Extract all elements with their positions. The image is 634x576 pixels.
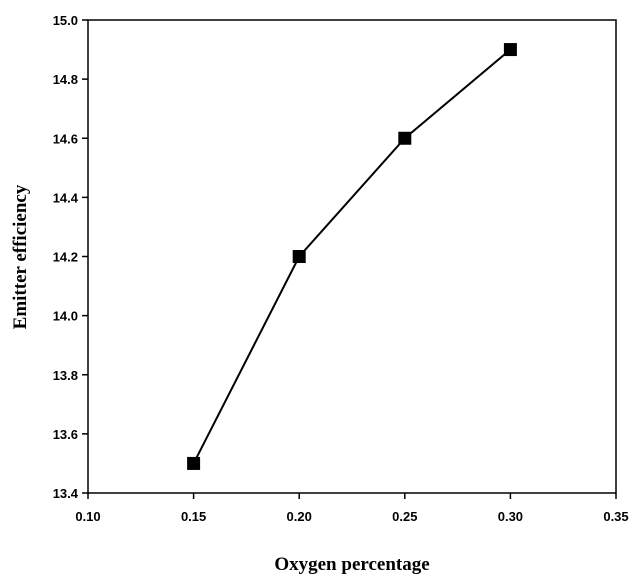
data-point-marker [292,250,306,263]
y-tick-label: 14.6 [53,131,78,146]
data-point-marker [398,131,412,145]
series-line [192,48,512,464]
y-axis-title: Emitter efficiency [10,184,31,329]
x-axis: 0.10 0.15 0.20 0.25 0.30 0.35 [75,493,629,524]
x-tick-label: 0.20 [287,509,312,524]
x-tick-label: 0.35 [603,509,628,524]
y-tick-label: 14.2 [53,250,78,265]
x-tick-label: 0.10 [75,509,100,524]
data-point-marker [503,43,517,57]
y-tick-label: 14.4 [53,190,79,205]
series-layer [187,43,517,470]
x-tick-label: 0.30 [498,509,523,524]
y-tick-label: 13.4 [53,486,79,501]
y-tick-label: 14.0 [53,309,78,324]
plot-frame [87,19,617,494]
x-axis-title: Oxygen percentage [274,554,429,575]
y-tick-label: 14.8 [53,72,78,87]
y-tick-label: 13.8 [53,368,78,383]
data-point-marker [187,456,201,470]
x-tick-label: 0.15 [181,509,206,524]
y-tick-label: 15.0 [53,13,78,28]
x-tick-label: 0.25 [392,509,417,524]
y-axis: 13.4 13.6 13.8 14.0 14.2 14.4 14.6 14.8 15.0 [53,13,88,501]
y-tick-label: 13.6 [53,427,78,442]
